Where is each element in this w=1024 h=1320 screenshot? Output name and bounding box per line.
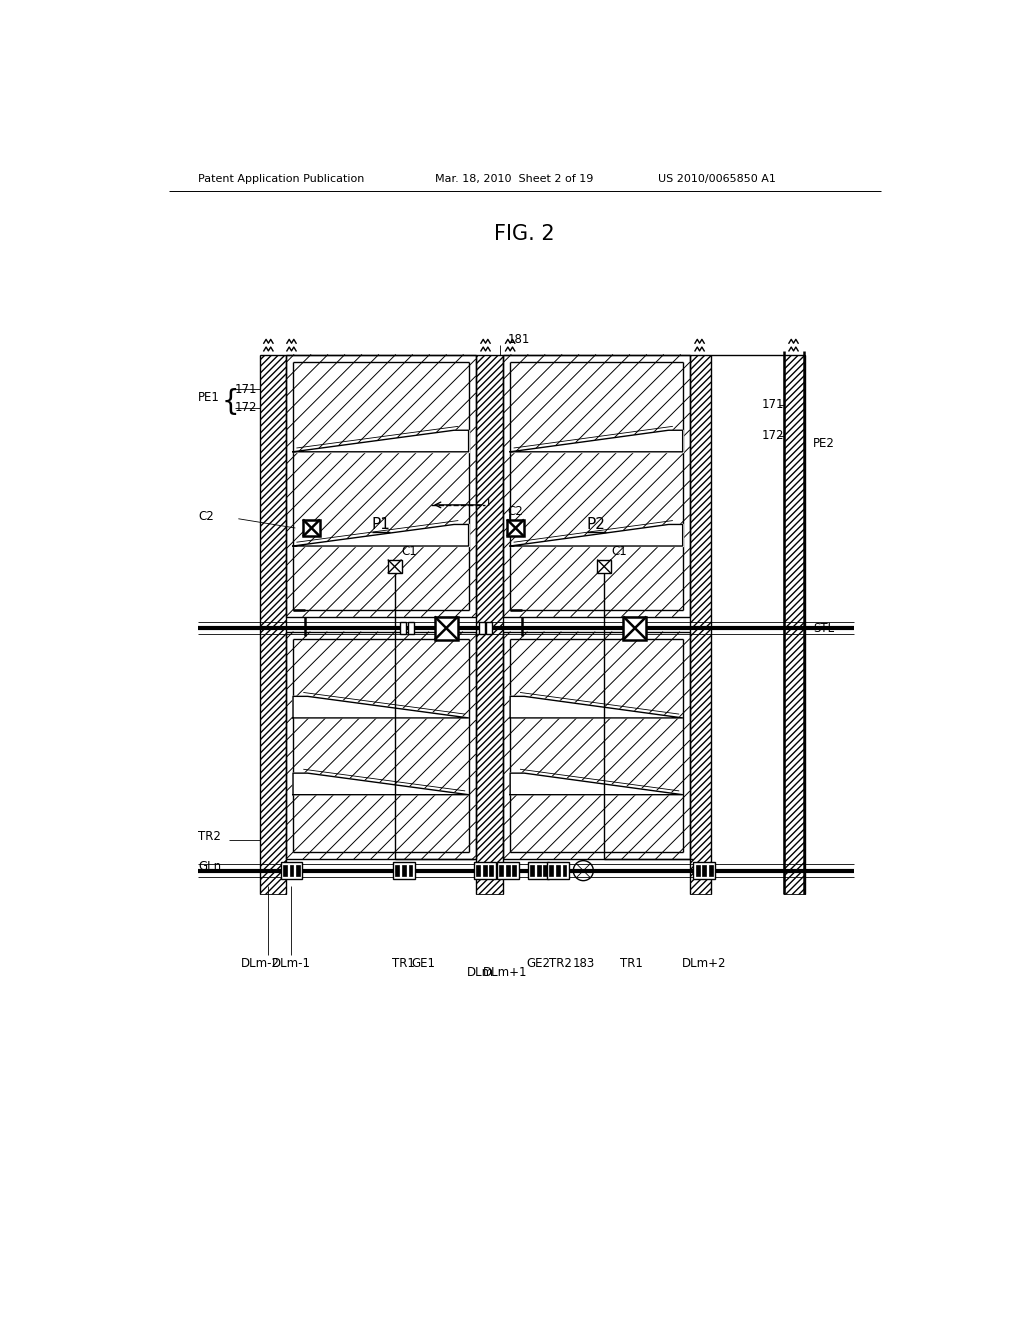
Polygon shape (293, 697, 469, 718)
Bar (286, 355, 475, 616)
Bar (528, 862, 550, 879)
Text: TR1: TR1 (620, 957, 642, 970)
Text: DLm-2: DLm-2 (241, 957, 280, 970)
Bar (408, 622, 414, 635)
Bar (507, 520, 524, 536)
Bar (562, 866, 566, 876)
Text: PE1: PE1 (199, 391, 220, 404)
Bar (281, 862, 302, 879)
Bar (537, 866, 541, 876)
Text: C1: C1 (611, 545, 628, 557)
Bar (283, 866, 287, 876)
Text: C2: C2 (199, 510, 214, 523)
Bar (400, 622, 407, 635)
Text: GLn: GLn (199, 861, 221, 874)
Bar (783, 355, 805, 894)
Bar (286, 632, 475, 859)
Bar (296, 866, 300, 876)
Bar (489, 866, 494, 876)
Bar (402, 866, 406, 876)
Text: TR1: TR1 (392, 957, 416, 970)
Polygon shape (293, 774, 469, 795)
Bar (475, 355, 503, 894)
Text: DLm+1: DLm+1 (483, 966, 527, 979)
Polygon shape (510, 774, 683, 795)
Text: TR2: TR2 (549, 957, 571, 970)
Text: {: { (221, 388, 239, 417)
Text: Mar. 18, 2010  Sheet 2 of 19: Mar. 18, 2010 Sheet 2 of 19 (435, 174, 593, 185)
Text: 172: 172 (762, 429, 784, 442)
Bar (550, 866, 553, 876)
Text: TR2: TR2 (199, 829, 221, 842)
Bar (435, 616, 458, 640)
Bar (478, 622, 484, 635)
Bar (388, 560, 401, 573)
Bar (474, 862, 496, 879)
Polygon shape (293, 430, 469, 451)
Text: 171: 171 (762, 399, 784, 412)
Bar (695, 866, 699, 876)
Text: DLm+2: DLm+2 (682, 957, 726, 970)
Polygon shape (510, 430, 683, 451)
Bar (709, 866, 713, 876)
Bar (512, 866, 516, 876)
Bar (547, 862, 568, 879)
Text: GE1: GE1 (412, 957, 435, 970)
Text: US 2010/0065850 A1: US 2010/0065850 A1 (658, 174, 776, 185)
Text: STL: STL (813, 622, 834, 635)
Text: I: I (487, 498, 490, 508)
Polygon shape (510, 524, 683, 546)
Bar (486, 622, 493, 635)
Text: Patent Application Publication: Patent Application Publication (199, 174, 365, 185)
Text: DLm-1: DLm-1 (272, 957, 311, 970)
Bar (497, 862, 518, 879)
Bar (556, 866, 560, 876)
Bar (503, 355, 689, 616)
Bar (476, 866, 480, 876)
Bar (530, 866, 535, 876)
Bar (503, 632, 689, 859)
Bar (290, 866, 294, 876)
Text: DLm: DLm (467, 966, 495, 979)
Polygon shape (510, 697, 683, 718)
Bar (693, 862, 715, 879)
Bar (303, 520, 319, 536)
Bar (500, 866, 503, 876)
Bar (544, 866, 547, 876)
Bar (702, 866, 707, 876)
Bar (597, 560, 611, 573)
Text: 171: 171 (234, 383, 257, 396)
Bar (624, 616, 646, 640)
Bar (393, 862, 415, 879)
Bar (260, 355, 286, 894)
Text: GE2: GE2 (526, 957, 551, 970)
Bar (483, 866, 486, 876)
Text: FIG. 2: FIG. 2 (495, 224, 555, 244)
Text: 181: 181 (508, 333, 530, 346)
Text: PE2: PE2 (813, 437, 835, 450)
Text: C2: C2 (508, 504, 523, 517)
Text: P2: P2 (587, 516, 606, 532)
Bar (689, 355, 711, 894)
Text: C1: C1 (401, 545, 418, 557)
Text: P1: P1 (372, 516, 390, 532)
Polygon shape (293, 524, 469, 546)
Bar (395, 866, 399, 876)
Bar (506, 866, 510, 876)
Text: 172: 172 (234, 401, 257, 414)
Text: 183: 183 (572, 957, 595, 970)
Bar (409, 866, 413, 876)
